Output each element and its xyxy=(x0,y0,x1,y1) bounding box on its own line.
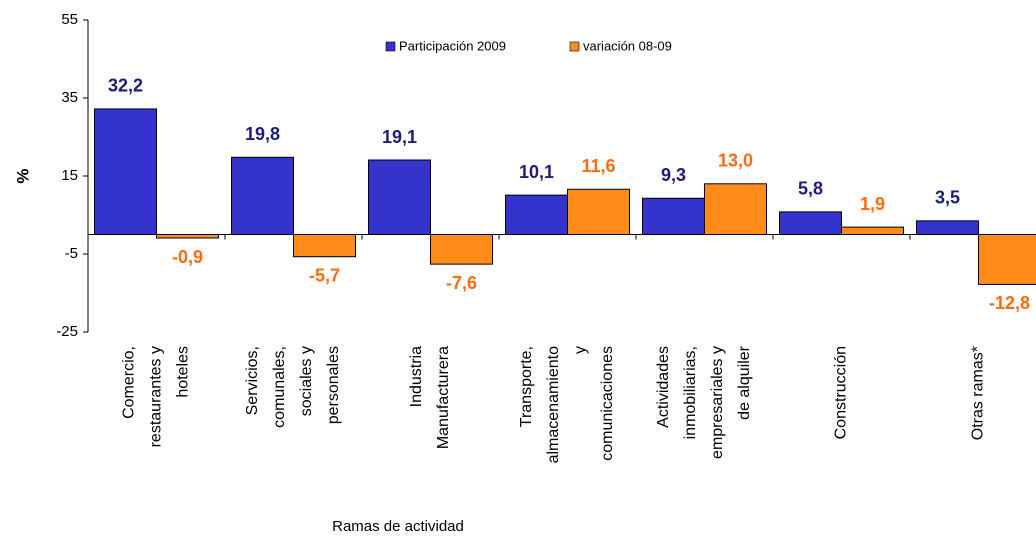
value-label: 13,0 xyxy=(718,151,753,171)
bar xyxy=(505,194,568,235)
value-label: 9,3 xyxy=(661,165,686,185)
value-label: -12,8 xyxy=(989,293,1030,313)
legend-swatch xyxy=(569,41,580,52)
x-tick-label: comunicaciones xyxy=(599,346,616,461)
legend-label: variación 08-09 xyxy=(583,38,672,53)
x-tick-label: Industria xyxy=(408,346,425,407)
bar xyxy=(567,188,630,235)
bar xyxy=(916,220,979,236)
bar xyxy=(231,156,294,235)
x-tick-label: sociales y xyxy=(298,346,315,416)
x-tick-label: y xyxy=(572,346,589,354)
bar xyxy=(841,226,904,235)
x-tick-label: empresariales y xyxy=(709,346,726,459)
bar xyxy=(430,234,493,265)
x-tick-label: Manufacturera xyxy=(435,346,452,449)
y-tick-label: 15 xyxy=(61,167,78,184)
value-label: -0,9 xyxy=(172,247,203,267)
value-label: 5,8 xyxy=(798,179,823,199)
x-tick-label: inmobiliarias, xyxy=(682,346,699,439)
x-tick-label: personales xyxy=(325,346,342,424)
x-axis-label: Ramas de actividad xyxy=(332,518,464,535)
x-tick-label: restaurantes y xyxy=(148,346,165,447)
x-tick-label: Otras ramas* xyxy=(970,346,987,440)
y-tick-label: 55 xyxy=(61,11,78,28)
y-axis-label: % xyxy=(13,168,32,183)
x-tick-label: de alquiler xyxy=(736,345,753,420)
y-tick-label: -5 xyxy=(65,245,78,262)
bar xyxy=(704,183,767,236)
value-label: 19,1 xyxy=(382,127,417,147)
bar xyxy=(642,197,705,235)
bar xyxy=(94,108,157,235)
y-tick-label: 35 xyxy=(61,89,78,106)
bar xyxy=(156,234,219,239)
value-label: 19,8 xyxy=(245,124,280,144)
x-tick-label: hoteles xyxy=(175,346,192,398)
value-label: 11,6 xyxy=(581,156,615,176)
legend-swatch xyxy=(385,41,396,52)
value-label: 3,5 xyxy=(935,188,960,208)
x-tick-label: Servicios, xyxy=(244,346,261,415)
value-label: -7,6 xyxy=(446,273,477,293)
bar xyxy=(978,234,1036,285)
legend-label: Participación 2009 xyxy=(399,38,506,53)
bar xyxy=(779,211,842,236)
x-tick-label: almacenamiento xyxy=(545,346,562,464)
bar xyxy=(293,234,356,258)
x-tick-label: Comercio, xyxy=(121,346,138,419)
y-tick-label: -25 xyxy=(56,323,78,340)
value-label: 10,1 xyxy=(519,162,554,182)
x-tick-label: Transporte, xyxy=(518,346,535,427)
x-tick-label: Construcción xyxy=(833,346,850,439)
value-label: -5,7 xyxy=(309,265,340,285)
bar xyxy=(368,159,431,235)
value-label: 32,2 xyxy=(108,76,143,96)
x-tick-label: comunales, xyxy=(271,346,288,428)
value-label: 1,9 xyxy=(860,194,885,214)
x-tick-label: Actividades xyxy=(655,346,672,428)
